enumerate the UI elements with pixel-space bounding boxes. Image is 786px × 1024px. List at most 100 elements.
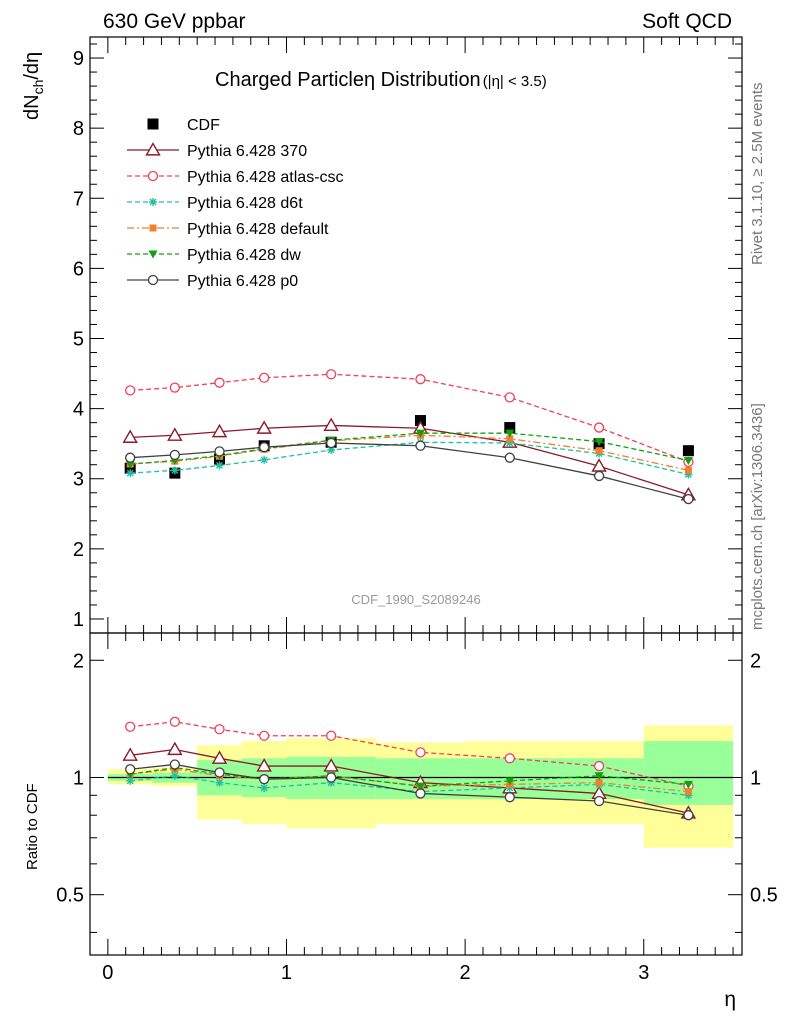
ratio-point-0-3 xyxy=(256,758,272,772)
legend-marker-5 xyxy=(148,250,158,259)
main-point-3-3 xyxy=(260,455,269,464)
x-axis-label: η xyxy=(724,988,736,1011)
ratio-ytick-label: 1 xyxy=(73,767,84,789)
ratio-point-0-0 xyxy=(122,747,138,761)
main-ytick-label: 3 xyxy=(73,469,84,491)
main-point-3-6 xyxy=(505,438,514,447)
ratio-point-1-3 xyxy=(259,730,270,741)
legend-label-0: CDF xyxy=(187,117,220,134)
legend-label-2: Pythia 6.428 atlas-csc xyxy=(187,169,344,186)
ratio-y-label: Ratio to CDF xyxy=(24,783,41,870)
ratio-point-2-8 xyxy=(684,791,693,800)
main-point-6-7 xyxy=(593,470,605,482)
legend-entry-2: Pythia 6.428 atlas-csc xyxy=(127,169,344,186)
main-point-2-7 xyxy=(593,422,605,433)
legend-entry-0: CDF xyxy=(147,117,220,134)
legend-entry-4: Pythia 6.428 default xyxy=(127,221,329,238)
main-point-5-5 xyxy=(415,429,425,438)
main-point-4-7 xyxy=(595,447,603,455)
xtick-label: 0 xyxy=(102,962,113,984)
main-point-2-5 xyxy=(415,374,426,385)
main-point-6-8 xyxy=(683,493,694,505)
ratio-point-3-8 xyxy=(684,788,692,796)
ratio-point-2-1 xyxy=(170,771,179,780)
main-series-1 xyxy=(122,417,697,501)
ratio-point-3-7 xyxy=(595,779,603,787)
main-ytick-label: 8 xyxy=(73,118,84,140)
legend-entry-6: Pythia 6.428 p0 xyxy=(127,273,298,290)
main-point-4-8 xyxy=(684,466,692,474)
header-left: 630 GeV ppbar xyxy=(103,10,245,33)
ratio-point-1-1 xyxy=(169,716,180,727)
main-point-1-2 xyxy=(211,423,228,438)
main-line-5 xyxy=(130,432,689,465)
main-point-6-0 xyxy=(125,452,136,463)
ratio-series-2 xyxy=(126,771,693,800)
main-point-5-7 xyxy=(594,438,604,447)
main-point-6-5 xyxy=(415,440,426,451)
main-line-4 xyxy=(130,434,689,471)
legend-label-1: Pythia 6.428 370 xyxy=(187,143,307,160)
ratio-point-5-6 xyxy=(504,792,515,803)
header-right: Soft QCD xyxy=(642,10,732,33)
main-ytick-label: 1 xyxy=(73,609,84,631)
legend-entry-1: Pythia 6.428 370 xyxy=(127,142,307,160)
ratio-point-1-2 xyxy=(214,724,225,735)
legend-label-4: Pythia 6.428 default xyxy=(187,221,329,238)
xtick-label: 1 xyxy=(281,962,292,984)
ratio-point-0-4 xyxy=(323,758,339,772)
ratio-ytick-label: 0.5 xyxy=(56,885,84,907)
ratio-point-0-1 xyxy=(167,741,183,756)
main-point-0-8 xyxy=(682,445,694,457)
main-line-2 xyxy=(130,373,689,463)
legend: CDF Pythia 6.428 370 Pythia 6.428 atlas-cs… xyxy=(127,117,344,290)
legend-label-3: Pythia 6.428 d6t xyxy=(187,195,303,212)
main-point-1-1 xyxy=(167,427,183,441)
legend-marker-0 xyxy=(147,118,159,130)
main-point-3-0 xyxy=(126,469,135,478)
ratio-point-2-4 xyxy=(327,778,336,787)
main-point-5-6 xyxy=(505,429,515,438)
ratio-point-1-7 xyxy=(593,760,605,772)
xtick-label: 2 xyxy=(460,962,471,984)
main-ytick-label: 5 xyxy=(73,329,84,351)
ratio-point-2-2 xyxy=(215,778,224,787)
ratio-point-5-7 xyxy=(593,795,605,807)
main-ytick-label: 4 xyxy=(73,399,84,421)
ratio-ytick-label-right: 0.5 xyxy=(750,885,778,907)
ratio-point-5-3 xyxy=(259,774,270,785)
main-point-6-4 xyxy=(326,437,337,449)
ratio-series-5 xyxy=(125,759,694,821)
main-ytick-label: 7 xyxy=(73,188,84,210)
main-ytick-label: 2 xyxy=(73,539,84,561)
main-point-3-1 xyxy=(170,466,179,475)
ratio-point-1-0 xyxy=(125,721,136,732)
ratio-point-0-2 xyxy=(211,750,228,764)
series-layer xyxy=(122,369,697,821)
main-point-4-6 xyxy=(506,435,514,443)
legend-marker-4 xyxy=(149,224,157,232)
ratio-point-5-1 xyxy=(169,759,180,770)
ratio-point-2-0 xyxy=(126,776,135,785)
main-series-6 xyxy=(125,437,694,505)
main-ytick-label: 9 xyxy=(73,48,84,70)
main-point-1-3 xyxy=(256,420,272,434)
main-point-2-0 xyxy=(125,385,136,396)
ratio-ytick-label-right: 2 xyxy=(750,650,761,672)
main-point-6-6 xyxy=(504,452,515,463)
legend-marker-6 xyxy=(147,274,159,286)
main-point-2-3 xyxy=(259,372,270,383)
main-point-2-1 xyxy=(169,382,180,393)
xtick-label: 3 xyxy=(638,962,649,984)
ratio-point-1-4 xyxy=(326,730,337,741)
ratio-point-5-4 xyxy=(326,772,337,783)
main-ytick-label: 6 xyxy=(73,258,84,280)
ratio-point-2-6 xyxy=(505,783,514,792)
ratio-ytick-label: 2 xyxy=(73,650,84,672)
legend-label-6: Pythia 6.428 p0 xyxy=(187,273,298,290)
main-point-3-2 xyxy=(215,461,224,470)
legend-entry-3: Pythia 6.428 d6t xyxy=(127,195,303,212)
ratio-point-5-2 xyxy=(214,767,225,778)
main-point-5-8 xyxy=(683,457,693,466)
